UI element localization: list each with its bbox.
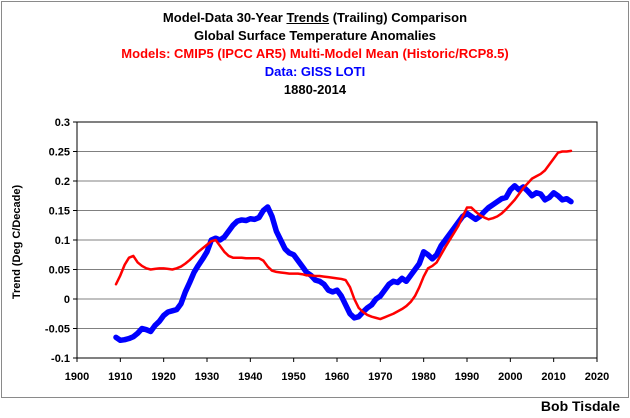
y-tick-label: -0.05 (45, 324, 70, 336)
title-line1-post: (Trailing) Comparison (329, 10, 468, 25)
x-tick-label: 1950 (281, 371, 305, 383)
series-layer (113, 149, 574, 344)
x-tick-label: 2000 (498, 371, 522, 383)
x-tick-label: 1910 (108, 371, 132, 383)
chart-title-line2: Global Surface Temperature Anomalies (193, 28, 437, 43)
chart-title-line1: Model-Data 30-Year Trends (Trailing) Com… (0, 9, 630, 27)
author-credit: Bob Tisdale (540, 398, 620, 414)
x-tick-label: 1900 (65, 371, 89, 383)
y-tick-label: 0.3 (55, 117, 70, 129)
x-tick-label: 1990 (455, 371, 479, 383)
x-tick-label: 1940 (238, 371, 262, 383)
x-tick-label: 1980 (411, 371, 435, 383)
chart-frame (1, 1, 629, 398)
title-line1-pre: Model-Data 30-Year (162, 10, 287, 25)
chart-title-data: Data: GISS LOTI (264, 64, 366, 79)
x-tick-label: 1920 (151, 371, 175, 383)
x-tick-label: 1930 (195, 371, 219, 383)
series-line-giss-loti (113, 182, 574, 344)
y-tick-label: 0.15 (49, 206, 70, 218)
tick-label-layer: -0.1 -0.05 0 0.05 0.1 0.15 0.2 0.25 0.3 1900 1910 1… (45, 117, 609, 383)
x-tick-label: 1970 (368, 371, 392, 383)
x-tick-label: 2020 (585, 371, 609, 383)
y-tick-label: 0.25 (49, 147, 70, 159)
title-line1-underlined: Trends (286, 10, 330, 25)
y-tick-label: 0.1 (55, 235, 70, 247)
chart-title-years: 1880-2014 (283, 82, 347, 97)
axis-layer (73, 121, 598, 362)
y-tick-label: 0 (64, 294, 70, 306)
x-tick-label: 2010 (541, 371, 565, 383)
series-line-cmip5-model-mean (114, 149, 573, 321)
chart-title-models: Models: CMIP5 (IPCC AR5) Multi-Model Mea… (121, 46, 509, 61)
plot-area-border (76, 121, 598, 359)
y-tick-label: 0.2 (55, 176, 70, 188)
y-tick-label: 0.05 (49, 265, 70, 277)
y-tick-label: -0.1 (51, 353, 70, 365)
x-tick-label: 1960 (325, 371, 349, 383)
